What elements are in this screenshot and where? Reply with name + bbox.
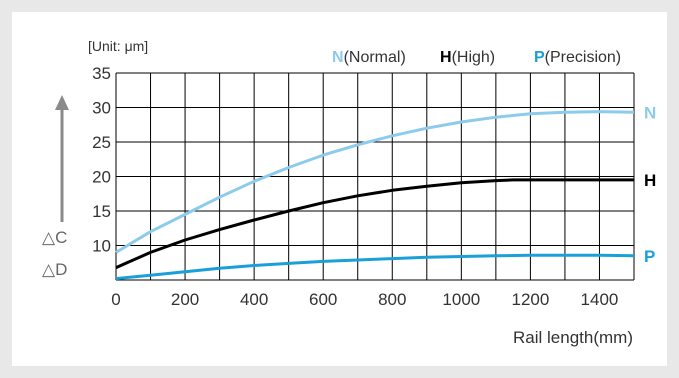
x-tick-label: 200	[171, 290, 199, 309]
y-tick-label: 30	[92, 99, 111, 118]
series-line-normal	[115, 110, 635, 254]
x-tick-label: 600	[309, 290, 337, 309]
series-end-label-precision: P	[644, 247, 655, 266]
chart-panel	[12, 12, 667, 366]
legend-text: (High)	[452, 49, 496, 66]
y-tick-label: 10	[92, 237, 111, 256]
legend-entry-normal: N(Normal)	[332, 49, 406, 66]
chart-grid	[115, 72, 635, 281]
side-label-d: △D	[42, 260, 67, 279]
x-tick-label: 1400	[581, 290, 619, 309]
x-tick-label: 1000	[442, 290, 480, 309]
x-tick-label: 400	[240, 290, 268, 309]
side-label-c: △C	[42, 228, 67, 247]
series-end-label-high: H	[644, 171, 656, 190]
series-end-label-normal: N	[644, 103, 656, 122]
chart-labels: N H P 0 200 400 600 800 1000 1200 1400 10 15 20 25 30 35…	[42, 38, 656, 347]
series-line-precision	[115, 253, 635, 281]
legend-entry-precision: P(Precision)	[534, 49, 621, 66]
y-tick-label: 15	[92, 202, 111, 221]
legend-key: N	[332, 49, 344, 66]
unit-label: [Unit: μm]	[88, 38, 148, 54]
x-tick-label: 800	[378, 290, 406, 309]
x-tick-label: 1200	[511, 290, 549, 309]
legend-key: H	[440, 49, 452, 66]
series-line-high	[115, 178, 634, 269]
y-tick-label: 25	[92, 133, 111, 152]
legend-key: P	[534, 49, 545, 66]
legend-text: (Precision)	[545, 49, 621, 66]
x-axis-label: Rail length(mm)	[513, 328, 633, 347]
arrow-up-icon	[55, 95, 69, 110]
y-tick-label: 35	[92, 64, 111, 83]
y-tick-label: 20	[92, 168, 111, 187]
legend-entry-high: H(High)	[440, 49, 495, 66]
chart-series	[115, 110, 635, 281]
x-tick-label: 0	[111, 290, 120, 309]
legend-text: (Normal)	[344, 49, 406, 66]
